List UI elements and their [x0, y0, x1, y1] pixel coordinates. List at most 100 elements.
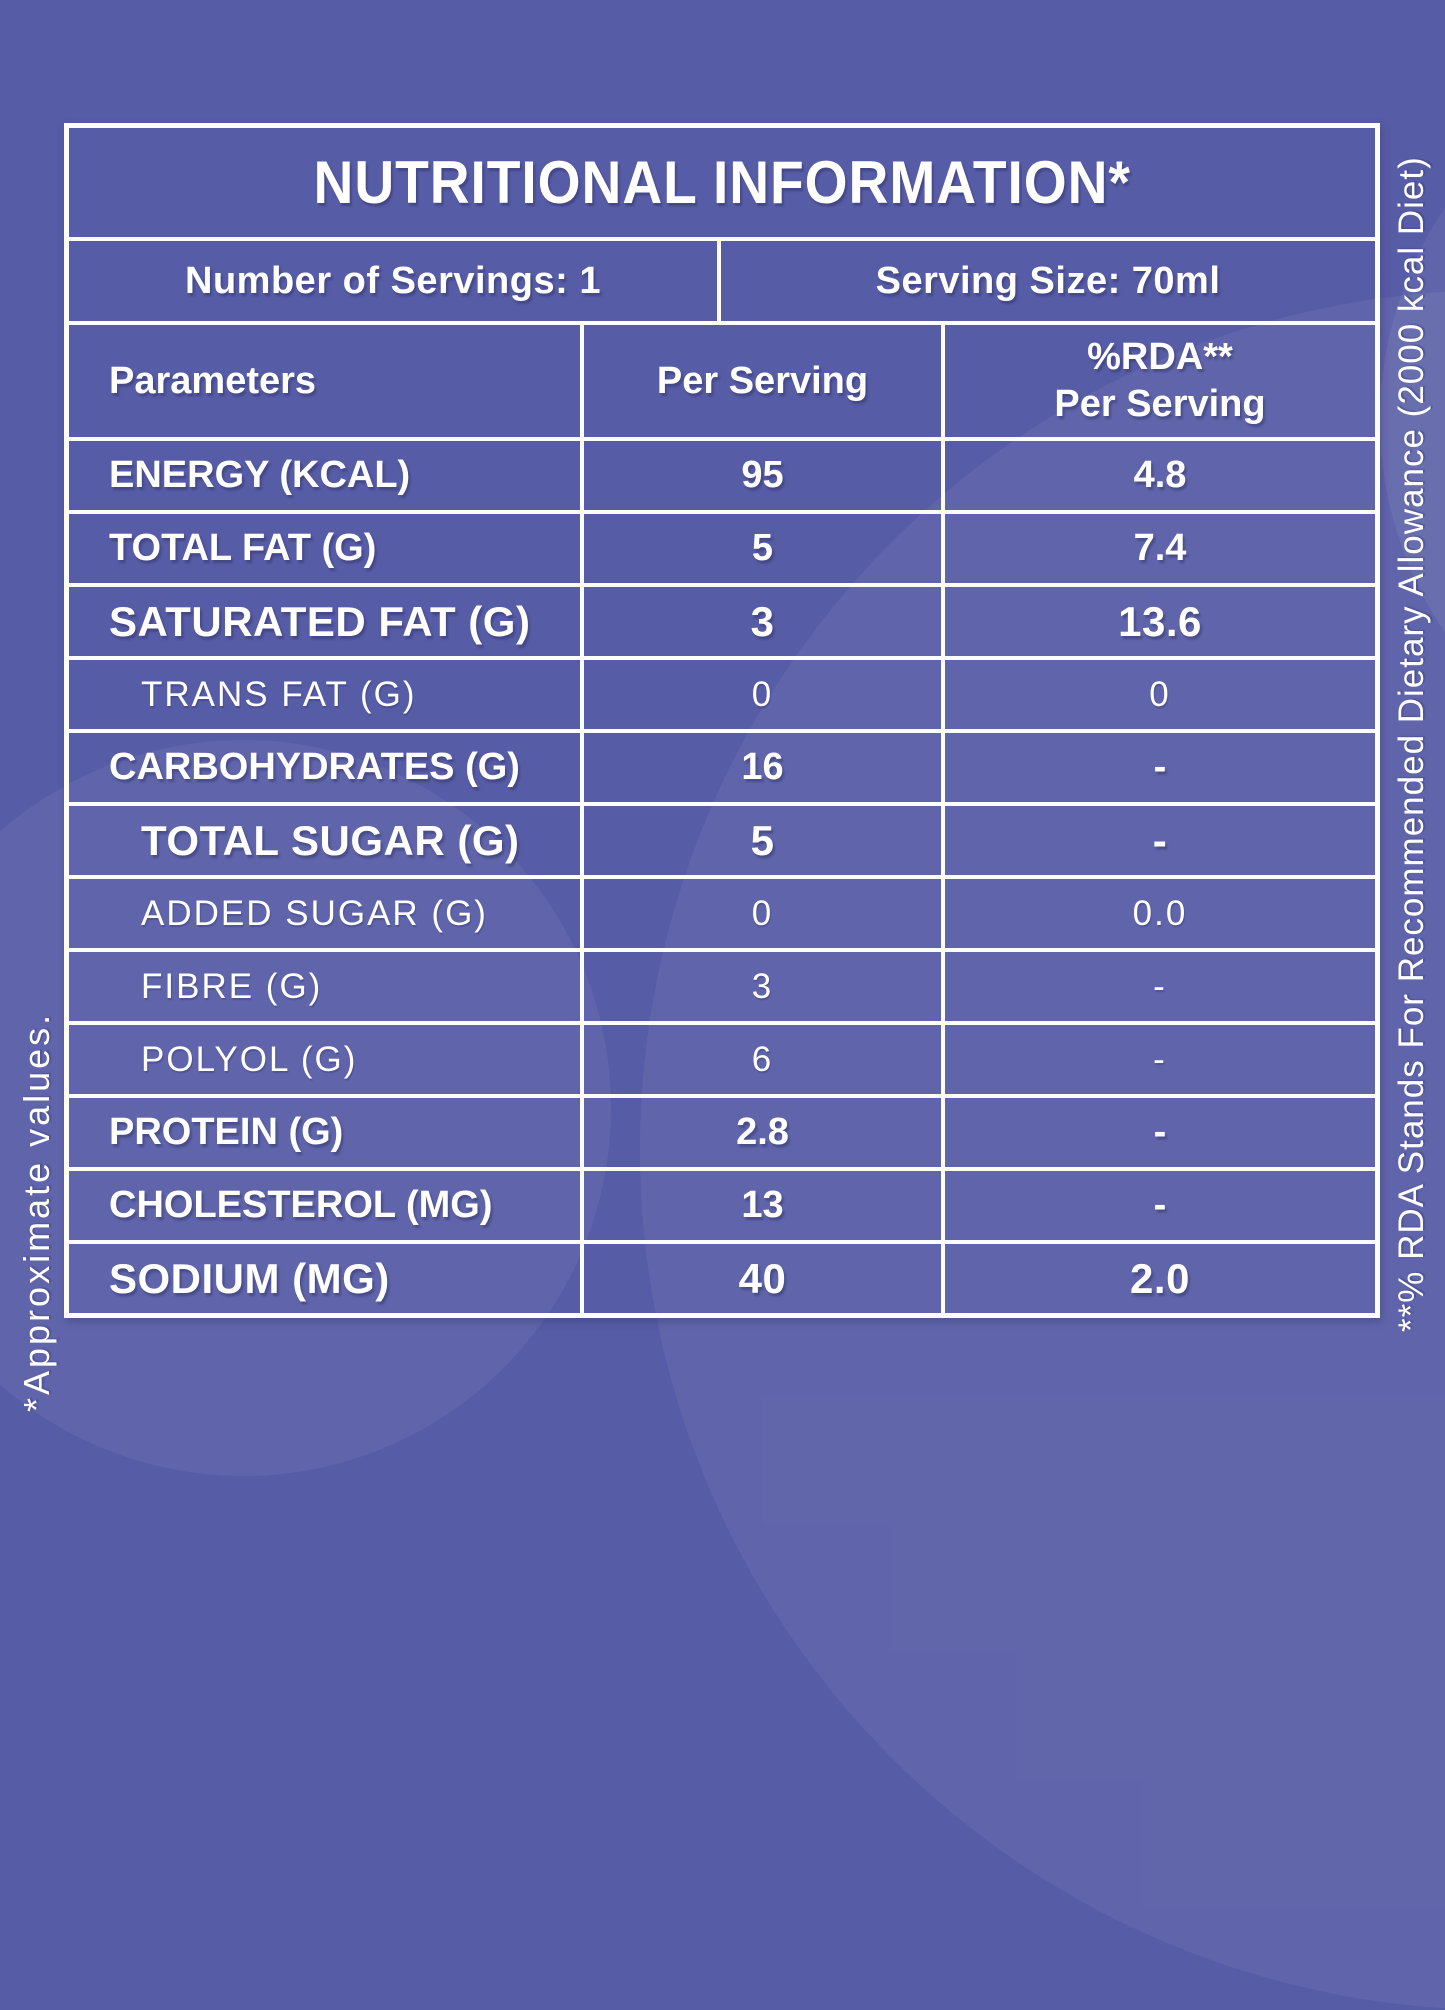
row-rda-cell: 0	[941, 660, 1375, 729]
rda-header-cell: %RDA** Per Serving	[941, 325, 1375, 437]
row-rda-cell: -	[941, 806, 1375, 875]
table-row: SATURATED FAT (G) 3 13.6	[69, 583, 1375, 656]
row-per-serving-value: 5	[750, 816, 775, 864]
row-parameter-label: FIBRE (G)	[141, 966, 323, 1006]
row-per-serving-cell: 0	[580, 879, 941, 948]
row-rda-cell: -	[941, 1025, 1375, 1094]
row-label-cell: PROTEIN (G)	[69, 1098, 580, 1167]
serving-size-label: Serving Size: 70ml	[875, 259, 1221, 302]
row-rda-value: -	[1152, 816, 1168, 864]
row-parameter-label: SATURATED FAT (G)	[109, 597, 531, 645]
row-parameter-label: ADDED SUGAR (G)	[141, 893, 488, 933]
row-label-cell: TRANS FAT (G)	[69, 660, 580, 729]
parameters-header: Parameters	[109, 359, 317, 402]
row-parameter-label: CARBOHYDRATES (G)	[109, 746, 520, 788]
row-label-cell: CHOLESTEROL (MG)	[69, 1171, 580, 1240]
table-row: POLYOL (G) 6 -	[69, 1021, 1375, 1094]
parameters-header-cell: Parameters	[69, 325, 580, 437]
row-rda-cell: 7.4	[941, 514, 1375, 583]
row-rda-value: 0	[1149, 674, 1171, 714]
row-per-serving-cell: 13	[580, 1171, 941, 1240]
row-rda-cell: -	[941, 733, 1375, 802]
row-per-serving-cell: 40	[580, 1244, 941, 1313]
row-per-serving-value: 3	[751, 966, 774, 1006]
row-per-serving-cell: 3	[580, 952, 941, 1021]
row-per-serving-cell: 16	[580, 733, 941, 802]
row-label-cell: TOTAL FAT (G)	[69, 514, 580, 583]
rda-header-line1: %RDA**	[1087, 335, 1233, 378]
row-parameter-label: TOTAL SUGAR (G)	[141, 816, 520, 864]
row-label-cell: SODIUM (MG)	[69, 1244, 580, 1313]
row-rda-cell: -	[941, 1098, 1375, 1167]
serving-size-cell: Serving Size: 70ml	[717, 241, 1375, 321]
table-row: SODIUM (MG) 40 2.0	[69, 1240, 1375, 1313]
row-per-serving-cell: 6	[580, 1025, 941, 1094]
row-rda-cell: -	[941, 952, 1375, 1021]
row-rda-cell: -	[941, 1171, 1375, 1240]
row-label-cell: FIBRE (G)	[69, 952, 580, 1021]
row-per-serving-value: 16	[741, 746, 784, 788]
row-rda-value: 2.0	[1130, 1254, 1190, 1302]
nutrition-facts-table: NUTRITIONAL INFORMATION* Number of Servi…	[64, 123, 1380, 1318]
row-per-serving-value: 13	[741, 1184, 784, 1226]
row-per-serving-cell: 3	[580, 587, 941, 656]
rda-header-line2: Per Serving	[1054, 383, 1266, 425]
table-row: TOTAL SUGAR (G) 5 -	[69, 802, 1375, 875]
row-per-serving-value: 0	[751, 674, 774, 714]
row-per-serving-value: 95	[741, 454, 784, 496]
row-label-cell: SATURATED FAT (G)	[69, 587, 580, 656]
row-parameter-label: ENERGY (KCAL)	[109, 454, 411, 496]
row-label-cell: TOTAL SUGAR (G)	[69, 806, 580, 875]
approximate-values-footnote: *Approximate values.	[16, 1011, 57, 1412]
table-row: ADDED SUGAR (G) 0 0.0	[69, 875, 1375, 948]
row-parameter-label: TRANS FAT (G)	[141, 674, 417, 714]
row-rda-value: 0.0	[1132, 893, 1188, 933]
row-per-serving-cell: 5	[580, 806, 941, 875]
row-label-cell: CARBOHYDRATES (G)	[69, 733, 580, 802]
row-parameter-label: TOTAL FAT (G)	[109, 527, 377, 569]
row-per-serving-value: 5	[751, 527, 774, 569]
row-rda-value: 7.4	[1133, 527, 1187, 569]
row-label-cell: ADDED SUGAR (G)	[69, 879, 580, 948]
row-per-serving-cell: 0	[580, 660, 941, 729]
servings-count-label: Number of Servings: 1	[185, 259, 601, 302]
row-per-serving-value: 6	[751, 1039, 774, 1079]
row-label-cell: ENERGY (KCAL)	[69, 441, 580, 510]
row-rda-value: -	[1153, 1184, 1167, 1226]
column-header-row: Parameters Per Serving %RDA** Per Servin…	[69, 321, 1375, 437]
row-rda-cell: 4.8	[941, 441, 1375, 510]
table-row: FIBRE (G) 3 -	[69, 948, 1375, 1021]
row-per-serving-cell: 5	[580, 514, 941, 583]
page-title: NUTRITIONAL INFORMATION*	[313, 149, 1131, 216]
row-parameter-label: PROTEIN (G)	[109, 1111, 344, 1153]
rda-definition-footnote: **% RDA Stands For Recommended Dietary A…	[1392, 156, 1431, 1332]
decorative-circle-bottom-left	[0, 740, 611, 1476]
per-serving-header: Per Serving	[656, 359, 869, 402]
table-row: PROTEIN (G) 2.8 -	[69, 1094, 1375, 1167]
row-rda-value: 4.8	[1133, 454, 1187, 496]
row-parameter-label: POLYOL (G)	[141, 1039, 358, 1079]
row-rda-value: -	[1153, 966, 1167, 1006]
table-row: TRANS FAT (G) 0 0	[69, 656, 1375, 729]
row-per-serving-value: 40	[738, 1254, 787, 1302]
row-per-serving-cell: 95	[580, 441, 941, 510]
servings-count-cell: Number of Servings: 1	[69, 241, 717, 321]
row-parameter-label: CHOLESTEROL (MG)	[109, 1184, 493, 1226]
table-row: ENERGY (KCAL) 95 4.8	[69, 437, 1375, 510]
table-row: TOTAL FAT (G) 5 7.4	[69, 510, 1375, 583]
row-parameter-label: SODIUM (MG)	[109, 1254, 390, 1302]
row-label-cell: POLYOL (G)	[69, 1025, 580, 1094]
row-rda-value: -	[1153, 1039, 1167, 1079]
row-rda-cell: 13.6	[941, 587, 1375, 656]
title-row: NUTRITIONAL INFORMATION*	[69, 128, 1375, 237]
row-per-serving-value: 0	[751, 893, 774, 933]
row-rda-value: -	[1153, 746, 1167, 788]
table-row: CARBOHYDRATES (G) 16 -	[69, 729, 1375, 802]
title-cell: NUTRITIONAL INFORMATION*	[69, 128, 1375, 237]
row-rda-cell: 2.0	[941, 1244, 1375, 1313]
row-rda-cell: 0.0	[941, 879, 1375, 948]
row-rda-value: -	[1153, 1111, 1167, 1153]
row-per-serving-value: 3	[750, 597, 775, 645]
servings-row: Number of Servings: 1 Serving Size: 70ml	[69, 237, 1375, 321]
table-row: CHOLESTEROL (MG) 13 -	[69, 1167, 1375, 1240]
